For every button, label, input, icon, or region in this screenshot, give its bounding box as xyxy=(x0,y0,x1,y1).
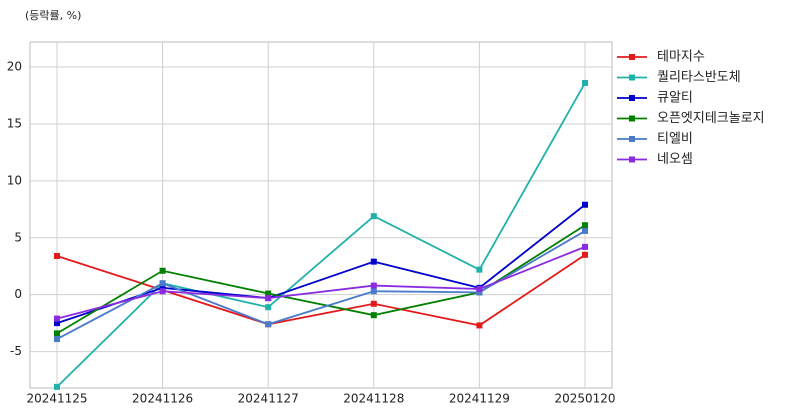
point-marker xyxy=(370,300,377,307)
legend-marker xyxy=(629,156,635,163)
legend-marker xyxy=(629,115,635,122)
y-tick-label: -5 xyxy=(10,344,22,358)
point-marker xyxy=(159,280,166,287)
legend-label: 티엘비 xyxy=(657,132,693,147)
legend-label: 큐알티 xyxy=(657,91,693,106)
point-marker xyxy=(582,201,588,208)
x-tick-label: 20241129 xyxy=(449,392,510,406)
point-marker xyxy=(582,79,588,86)
x-tick-label: 20250120 xyxy=(554,392,615,406)
legend-label: 네오셈 xyxy=(657,152,693,167)
point-marker xyxy=(265,321,272,328)
point-marker xyxy=(370,312,377,319)
x-tick-label: 20241125 xyxy=(26,392,87,406)
y-tick-label: 0 xyxy=(14,287,22,301)
y-tick-label: 10 xyxy=(7,173,22,187)
legend-marker xyxy=(629,74,635,81)
point-marker xyxy=(476,289,483,296)
point-marker xyxy=(582,243,588,250)
point-marker xyxy=(265,290,272,297)
point-marker xyxy=(265,304,272,311)
point-marker xyxy=(265,295,272,302)
series-line xyxy=(56,246,586,320)
point-marker xyxy=(582,227,588,234)
plot-frame xyxy=(29,41,613,389)
series-line xyxy=(56,254,586,327)
point-marker xyxy=(476,285,483,292)
point-marker xyxy=(54,383,60,390)
y-axis-label: (등락률, %) xyxy=(25,9,81,22)
point-marker xyxy=(370,213,377,220)
series-line xyxy=(56,204,586,324)
point-marker xyxy=(54,336,60,343)
y-tick-label: 15 xyxy=(7,116,22,130)
point-marker xyxy=(476,322,483,329)
legend-marker xyxy=(629,95,635,101)
legend-label: 테마지수 xyxy=(657,50,705,65)
y-tick-label: 5 xyxy=(14,230,22,244)
point-marker xyxy=(159,284,166,291)
point-marker xyxy=(54,320,60,327)
point-marker xyxy=(159,288,166,295)
x-tick-label: 20241128 xyxy=(343,392,404,406)
point-marker xyxy=(370,282,377,289)
legend-marker xyxy=(629,54,635,60)
point-marker xyxy=(476,266,483,273)
x-tick-label: 20241127 xyxy=(238,392,299,406)
point-marker xyxy=(54,330,60,337)
legend-label: 퀄리타스반도체 xyxy=(657,70,741,85)
point-marker xyxy=(582,251,588,258)
y-tick-label: 20 xyxy=(7,60,22,74)
point-marker xyxy=(370,258,377,265)
point-marker xyxy=(370,288,377,295)
point-marker xyxy=(54,315,60,322)
point-marker xyxy=(54,252,60,259)
x-tick-label: 20241126 xyxy=(132,392,193,406)
point-marker xyxy=(159,267,166,274)
series-line xyxy=(56,230,586,340)
point-marker xyxy=(582,222,588,229)
series-line xyxy=(56,82,586,388)
legend-label: 오픈엣지테크놀로지 xyxy=(657,111,765,126)
legend-marker xyxy=(629,136,635,142)
